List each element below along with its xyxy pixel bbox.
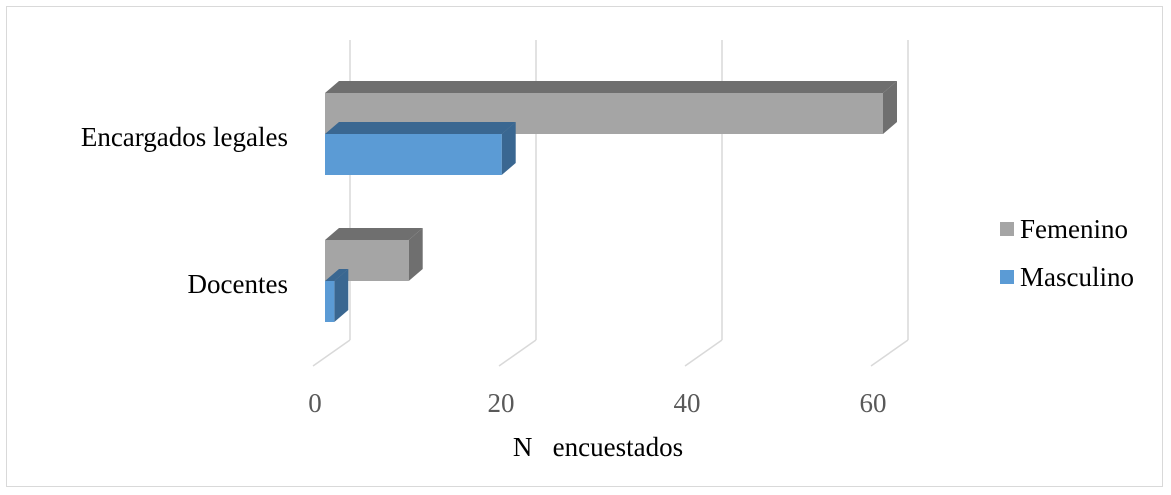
legend-swatch bbox=[1000, 222, 1014, 236]
gridline-floor bbox=[684, 339, 723, 367]
x-tick-label: 60 bbox=[860, 388, 887, 418]
x-axis-label: N encuestados bbox=[513, 432, 683, 462]
legend-label: Femenino bbox=[1020, 214, 1128, 244]
gridline-floor bbox=[870, 339, 909, 367]
legend-label: Masculino bbox=[1020, 262, 1134, 292]
legend-item-femenino: Femenino bbox=[1000, 214, 1128, 244]
bar-masculino-0 bbox=[325, 122, 516, 175]
gridline-floor bbox=[312, 339, 351, 367]
x-tick-label: 20 bbox=[488, 388, 515, 418]
x-tick-label: 40 bbox=[674, 388, 701, 418]
category-label: Encargados legales bbox=[81, 122, 288, 152]
x-tick-label: 0 bbox=[308, 388, 322, 418]
gridline-floor bbox=[498, 339, 537, 367]
bar-masculino-1 bbox=[325, 269, 349, 322]
legend-swatch bbox=[1000, 270, 1014, 284]
category-label: Docentes bbox=[188, 269, 288, 299]
legend-item-masculino: Masculino bbox=[1000, 262, 1134, 292]
